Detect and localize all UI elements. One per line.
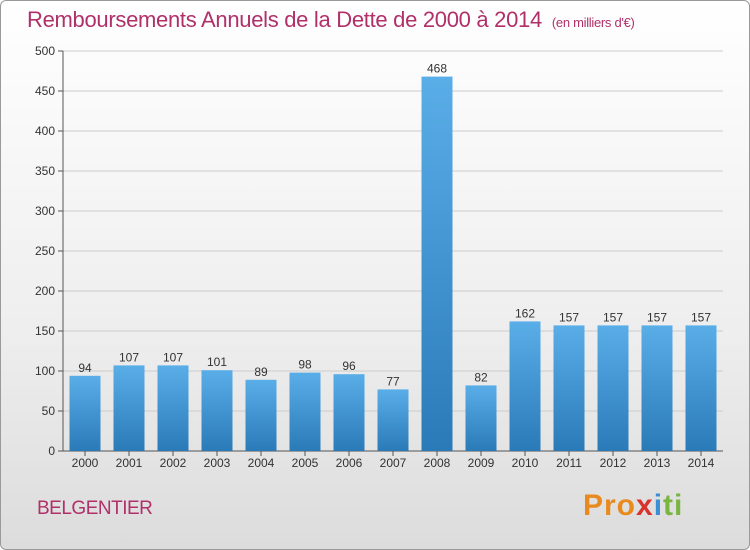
y-tick-label: 350 xyxy=(35,164,55,178)
x-tick-label: 2014 xyxy=(688,456,715,470)
bar-value-label: 162 xyxy=(515,306,535,320)
y-tick-label: 300 xyxy=(35,204,55,218)
bar-2012 xyxy=(597,325,629,451)
x-tick-label: 2013 xyxy=(644,456,671,470)
town-name: BELGENTIER xyxy=(37,498,153,519)
bar-value-label: 96 xyxy=(342,359,356,373)
chart-title: Remboursements Annuels de la Dette de 20… xyxy=(27,7,635,33)
x-tick-label: 2001 xyxy=(116,456,143,470)
x-tick-label: 2007 xyxy=(380,456,407,470)
x-tick-label: 2009 xyxy=(468,456,495,470)
x-tick-label: 2010 xyxy=(512,456,539,470)
x-tick-label: 2002 xyxy=(160,456,187,470)
bar-2009 xyxy=(465,385,497,451)
logo-part-3: i xyxy=(653,489,664,522)
bar-value-label: 107 xyxy=(119,350,139,364)
y-tick-label: 50 xyxy=(42,404,56,418)
y-tick-label: 450 xyxy=(35,84,55,98)
bar-2011 xyxy=(553,325,585,451)
bar-value-label: 157 xyxy=(691,310,711,324)
bar-value-label: 98 xyxy=(298,358,312,372)
x-tick-label: 2008 xyxy=(424,456,451,470)
title-unit: (en milliers d'€) xyxy=(551,15,635,30)
logo-part-4: ti xyxy=(663,489,684,522)
y-tick-label: 250 xyxy=(35,244,55,258)
bar-value-label: 101 xyxy=(207,355,227,369)
y-tick-label: 500 xyxy=(35,44,55,58)
bar-value-label: 157 xyxy=(603,310,623,324)
x-tick-label: 2003 xyxy=(204,456,231,470)
bar-2007 xyxy=(377,389,409,451)
bar-value-label: 107 xyxy=(163,350,183,364)
bar-value-label: 157 xyxy=(647,310,667,324)
bar-2013 xyxy=(641,325,673,451)
logo-part-1: Pro xyxy=(583,489,637,522)
y-tick-label: 150 xyxy=(35,324,55,338)
x-tick-label: 2004 xyxy=(248,456,275,470)
bar-2001 xyxy=(113,365,145,451)
bar-2006 xyxy=(333,374,365,451)
y-tick-label: 400 xyxy=(35,124,55,138)
bar-2008 xyxy=(421,76,453,451)
title-text: Remboursements Annuels de la Dette de 20… xyxy=(27,7,542,32)
x-tick-label: 2000 xyxy=(72,456,99,470)
bar-2005 xyxy=(289,372,321,451)
x-tick-label: 2006 xyxy=(336,456,363,470)
bar-2000 xyxy=(69,375,101,451)
bar-2004 xyxy=(245,379,277,451)
y-tick-label: 200 xyxy=(35,284,55,298)
bar-value-label: 157 xyxy=(559,310,579,324)
bar-2010 xyxy=(509,321,541,451)
bar-2003 xyxy=(201,370,233,451)
x-tick-label: 2012 xyxy=(600,456,627,470)
bar-2002 xyxy=(157,365,189,451)
bar-value-label: 468 xyxy=(427,62,447,76)
x-tick-label: 2011 xyxy=(556,456,582,470)
y-tick-label: 100 xyxy=(35,364,55,378)
bar-value-label: 77 xyxy=(386,374,400,388)
bar-value-label: 89 xyxy=(254,365,268,379)
y-tick-label: 0 xyxy=(48,444,55,458)
x-tick-label: 2005 xyxy=(292,456,319,470)
bar-value-label: 94 xyxy=(78,361,92,375)
logo-part-2: x xyxy=(636,489,654,522)
proxiti-logo[interactable]: Proxiti xyxy=(583,489,683,523)
bar-2014 xyxy=(685,325,717,451)
bar-value-label: 82 xyxy=(474,370,488,384)
